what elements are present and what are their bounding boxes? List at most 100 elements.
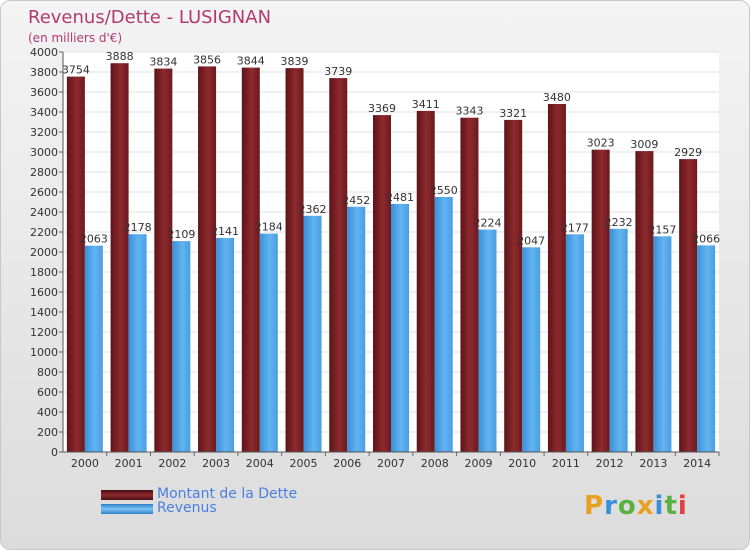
bar-dette-2013 <box>635 151 654 452</box>
bar-dette-2005 <box>285 68 304 452</box>
x-tick-label-2002: 2002 <box>158 457 186 470</box>
bar-dette-2004 <box>241 67 260 452</box>
data-label-revenus-2011: 2177 <box>561 221 589 234</box>
x-tick-label-2008: 2008 <box>421 457 449 470</box>
data-label-dette-2013: 3009 <box>630 138 658 151</box>
x-tick-label-2009: 2009 <box>464 457 492 470</box>
data-label-revenus-2004: 2184 <box>255 221 283 234</box>
y-tick-label: 1800 <box>30 266 58 279</box>
bar-revenus-2002 <box>172 241 191 452</box>
y-tick-label: 1000 <box>30 346 58 359</box>
data-label-revenus-2008: 2550 <box>430 184 458 197</box>
logo-letter: o <box>617 491 637 521</box>
data-label-dette-2001: 3888 <box>106 50 134 63</box>
y-tick-label: 3200 <box>30 126 58 139</box>
bar-revenus-2014 <box>697 245 716 452</box>
y-tick-label: 2400 <box>30 206 58 219</box>
chart-title: Revenus/Dette - LUSIGNAN <box>28 7 272 28</box>
logo-letter: i <box>677 491 688 521</box>
data-label-revenus-2009: 2224 <box>473 217 501 230</box>
data-label-dette-2011: 3480 <box>543 91 571 104</box>
legend-swatch-revenus <box>101 504 153 514</box>
data-label-revenus-2002: 2109 <box>167 228 195 241</box>
bar-revenus-2000 <box>84 245 103 452</box>
y-tick-label: 600 <box>37 386 58 399</box>
bar-revenus-2005 <box>303 215 322 452</box>
logo-letter: t <box>664 491 678 521</box>
data-label-dette-2008: 3411 <box>412 98 440 111</box>
x-tick-label-2004: 2004 <box>246 457 274 470</box>
x-tick-label-2005: 2005 <box>290 457 318 470</box>
legend-label-dette: Montant de la Dette <box>157 486 298 502</box>
bar-dette-2009 <box>460 117 479 452</box>
data-label-dette-2006: 3739 <box>324 65 352 78</box>
data-label-revenus-2014: 2066 <box>692 232 720 245</box>
bar-revenus-2009 <box>478 229 497 452</box>
x-tick-label-2003: 2003 <box>202 457 230 470</box>
logo-letter: x <box>636 491 655 521</box>
data-label-dette-2003: 3856 <box>193 53 221 66</box>
y-tick-label: 3800 <box>30 66 58 79</box>
bar-dette-2001 <box>110 63 129 452</box>
bar-revenus-2013 <box>653 236 672 452</box>
data-label-dette-2010: 3321 <box>499 107 527 120</box>
proxiti-logo: Proxiti <box>584 491 688 521</box>
bar-revenus-2007 <box>391 203 409 452</box>
y-tick-label: 0 <box>51 446 58 459</box>
bar-dette-2006 <box>329 78 348 452</box>
bar-revenus-2008 <box>434 197 453 452</box>
logo-letter: i <box>654 491 665 521</box>
y-tick-label: 2200 <box>30 226 58 239</box>
y-tick-label: 3600 <box>30 86 58 99</box>
data-label-dette-2007: 3369 <box>368 102 396 115</box>
chart-subtitle: (en milliers d'€) <box>28 31 123 45</box>
data-label-dette-2004: 3844 <box>237 55 265 68</box>
data-label-dette-2000: 3754 <box>62 64 90 77</box>
legend-label-revenus: Revenus <box>157 500 217 516</box>
y-tick-label: 1200 <box>30 326 58 339</box>
data-label-revenus-2005: 2362 <box>299 203 327 216</box>
y-tick-label: 400 <box>37 406 58 419</box>
data-label-dette-2005: 3839 <box>281 55 309 68</box>
data-label-dette-2002: 3834 <box>149 56 177 69</box>
x-tick-label-2011: 2011 <box>552 457 580 470</box>
bar-dette-2010 <box>504 119 523 453</box>
data-label-dette-2014: 2929 <box>674 146 702 159</box>
x-tick-label-2013: 2013 <box>639 457 667 470</box>
y-tick-label: 1600 <box>30 286 58 299</box>
x-tick-label-2006: 2006 <box>333 457 361 470</box>
y-tick-label: 3400 <box>30 106 58 119</box>
data-label-dette-2012: 3023 <box>587 137 615 150</box>
x-tick-label-2010: 2010 <box>508 457 536 470</box>
bar-dette-2011 <box>547 104 566 452</box>
legend-swatch-dette <box>101 490 153 500</box>
data-label-revenus-2006: 2452 <box>342 194 370 207</box>
bar-dette-2003 <box>198 66 217 453</box>
bar-revenus-2010 <box>522 247 541 452</box>
data-label-revenus-2003: 2141 <box>211 225 239 238</box>
y-tick-label: 4000 <box>30 46 58 59</box>
data-label-revenus-2000: 2063 <box>80 233 108 246</box>
data-label-dette-2009: 3343 <box>455 105 483 118</box>
bar-dette-2007 <box>373 115 391 452</box>
x-tick-label-2012: 2012 <box>596 457 624 470</box>
logo-letter: r <box>604 491 618 521</box>
data-label-revenus-2012: 2232 <box>605 216 633 229</box>
y-tick-label: 2000 <box>30 246 58 259</box>
data-label-revenus-2007: 2481 <box>386 191 414 204</box>
bar-revenus-2001 <box>128 234 147 452</box>
bar-dette-2002 <box>154 68 173 452</box>
bar-revenus-2012 <box>609 228 628 452</box>
data-label-revenus-2010: 2047 <box>517 234 545 247</box>
x-tick-label-2001: 2001 <box>115 457 143 470</box>
logo-letter: P <box>584 491 605 521</box>
y-tick-label: 200 <box>37 426 58 439</box>
data-label-revenus-2001: 2178 <box>124 221 152 234</box>
x-tick-label-2014: 2014 <box>683 457 711 470</box>
bar-dette-2014 <box>679 159 698 452</box>
y-tick-label: 800 <box>37 366 58 379</box>
bar-dette-2012 <box>591 149 610 452</box>
x-tick-label-2007: 2007 <box>377 457 405 470</box>
